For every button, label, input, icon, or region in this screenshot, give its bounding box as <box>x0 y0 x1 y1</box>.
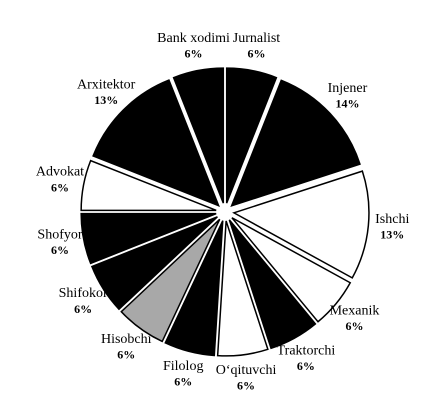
slice-value-label: 6% <box>237 378 255 392</box>
slice-value-label: 6% <box>247 47 265 61</box>
slice-label: Ishchi <box>375 212 409 227</box>
slice-label: Traktorchi <box>277 343 336 358</box>
slice-label: Jurnalist <box>233 31 281 46</box>
slice-value-label: 13% <box>94 93 118 107</box>
slice-label: Arxitektor <box>77 77 136 92</box>
pie-slice <box>232 170 370 279</box>
slice-value-label: 6% <box>297 359 315 373</box>
pie-slice <box>80 212 217 265</box>
pie-slice <box>92 79 220 207</box>
slice-value-label: 6% <box>51 243 69 257</box>
slice-label: Hisobchi <box>101 332 152 347</box>
slice-label: Advokat <box>36 165 84 180</box>
slice-value-label: 6% <box>345 319 363 333</box>
slice-label: Injener <box>328 81 368 96</box>
slice-value-label: 6% <box>74 302 92 316</box>
pie-slice <box>225 67 278 204</box>
slice-label: Shofyor <box>37 228 82 243</box>
slice-value-label: 6% <box>185 47 203 61</box>
slice-label: Filolog <box>163 359 203 374</box>
slice-label: O‘qituvchi <box>216 363 277 378</box>
slice-value-label: 6% <box>174 374 192 388</box>
slice-label: Mexanik <box>330 303 380 318</box>
pie-slice <box>80 159 217 212</box>
pie-slice <box>172 67 225 204</box>
pie-slice <box>216 220 269 357</box>
pie-slice <box>228 219 317 350</box>
slice-label: Bank xodimi <box>157 31 230 46</box>
pie-slice <box>90 216 218 311</box>
slice-value-label: 14% <box>335 97 359 111</box>
pie-slice <box>230 79 361 208</box>
slice-value-label: 6% <box>51 180 69 194</box>
pie-slice <box>231 217 352 323</box>
slice-value-label: 13% <box>380 228 404 242</box>
pie-slice <box>164 220 224 357</box>
slice-value-label: 6% <box>117 348 135 362</box>
slice-label: Shifokor <box>59 286 108 301</box>
pie-slice <box>120 218 221 343</box>
